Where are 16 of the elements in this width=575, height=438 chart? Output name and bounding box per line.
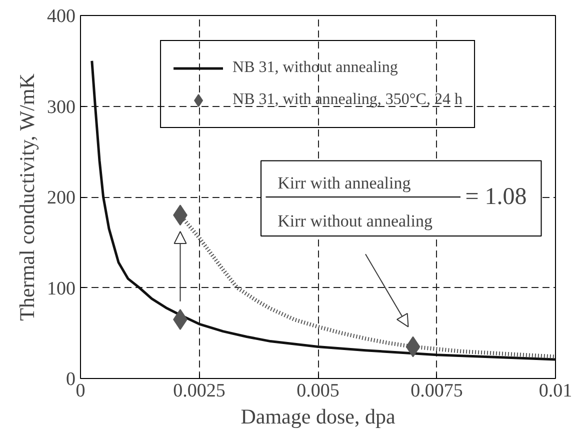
- y-axis-title: Thermal conductivity, W/mK: [15, 74, 39, 321]
- annotation: Kirr with annealing: [278, 173, 412, 192]
- x-axis-title: Damage dose, dpa: [240, 404, 396, 428]
- y-tick-label: 300: [47, 96, 76, 118]
- line-series: [90, 60, 556, 361]
- legend-label: NB 31, without annealing: [232, 59, 398, 77]
- x-tick-label: 0.0075: [410, 380, 463, 402]
- y-tick-label: 400: [47, 6, 76, 27]
- x-tick-label: 0.005: [296, 380, 340, 402]
- annotation: = 1.08: [465, 184, 527, 210]
- y-tick-label: 100: [47, 278, 76, 300]
- x-tick-label: 0.01: [538, 380, 572, 402]
- y-tick-label: 200: [47, 188, 76, 208]
- x-tick-label: 0.0025: [173, 380, 226, 402]
- legend-label: NB 31, with annealing, 350°C, 24 h: [232, 91, 462, 109]
- annotation: Kirr without annealing: [278, 212, 433, 231]
